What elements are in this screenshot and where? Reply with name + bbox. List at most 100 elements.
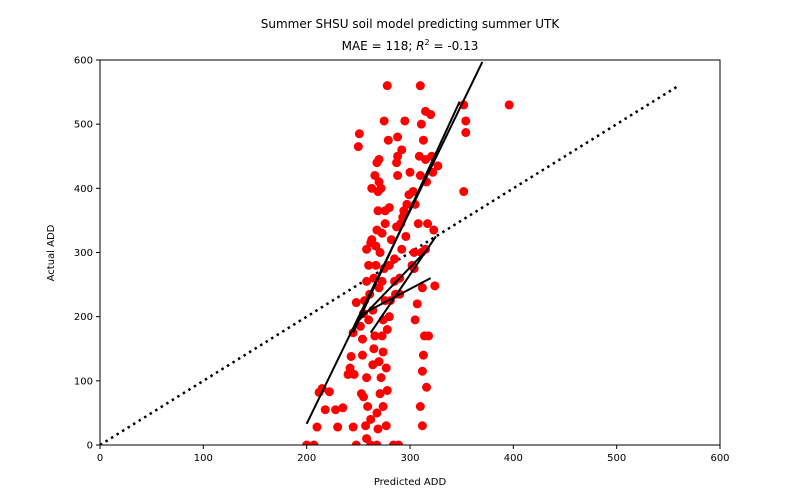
data-point [461,116,471,126]
x-tick-label: 0 [97,453,103,464]
data-point [371,260,381,270]
data-point [405,167,415,177]
data-point [378,347,388,357]
data-point [393,151,403,161]
data-point [353,142,363,152]
data-point [423,219,433,229]
subtitle-prefix: MAE = 118; [342,39,417,53]
data-point [354,129,364,139]
data-point [359,392,368,402]
data-point [345,363,355,373]
data-point [381,421,391,431]
data-point [364,315,374,325]
data-point [376,183,386,193]
data-point [369,344,379,354]
data-point [333,422,343,432]
data-point [320,405,330,415]
x-tick-label: 400 [504,453,523,464]
data-point [362,276,372,286]
data-point [382,81,392,91]
data-point [390,254,399,264]
data-point [384,312,394,322]
data-point [413,219,423,229]
data-point [351,440,361,445]
data-point [349,369,359,379]
data-point [372,408,382,418]
data-point [374,154,384,164]
data-point [461,128,471,138]
data-point [377,228,387,238]
fit-line [352,101,461,334]
y-tick-label: 600 [74,56,93,67]
data-point [371,241,381,251]
x-tick-label: 500 [607,453,626,464]
data-point [412,299,422,309]
x-tick-label: 100 [194,453,213,464]
data-point [370,331,380,341]
data-point [384,260,394,270]
x-tick-label: 200 [297,453,316,464]
data-point [386,235,396,245]
data-point [379,116,389,126]
x-axis-label: Predicted ADD [374,477,447,488]
data-point [424,331,434,341]
data-point [409,248,419,257]
data-point [378,402,388,411]
y-axis-label: Actual ADD [46,224,57,281]
y-tick-label: 100 [74,376,93,387]
fit-line [363,277,432,315]
subtitle-r: R [416,39,424,53]
subtitle-suffix: = -0.13 [430,39,479,53]
data-point [417,421,427,431]
data-point [362,244,372,254]
data-point [370,171,380,180]
data-point [393,132,403,142]
data-point [381,363,391,373]
data-point [361,421,371,431]
data-point [366,414,376,424]
plot-area: 0 100 200 300 400 500 600 0 100 200 300 400 500 600 [74,56,730,465]
data-point [309,440,319,445]
subtitle-sup: 2 [425,38,430,47]
y-tick-label: 400 [74,184,93,195]
data-point [312,422,322,432]
data-point [372,440,382,445]
x-tick-label: 300 [400,453,419,464]
data-point [383,135,393,145]
data-point [418,350,428,360]
y-tick-label: 500 [74,120,93,131]
data-point [362,373,372,383]
data-point [362,434,372,444]
data-point [374,357,384,367]
data-point [382,385,392,395]
data-point [394,440,404,445]
data-point [338,403,348,413]
chart-title: Summer SHSU soil model predicting summer… [261,17,561,31]
data-point [459,187,469,197]
data-point [364,260,374,270]
data-point [351,298,361,308]
data-point [433,161,443,171]
data-point [429,225,439,235]
data-point [422,382,432,392]
data-point [357,350,367,360]
data-point [415,81,425,91]
data-point [417,283,427,293]
data-point [415,171,425,180]
data-point [417,366,427,376]
data-point [380,219,390,229]
data-point [401,231,411,241]
data-point [397,145,407,155]
data-point [373,424,383,434]
data-point [393,171,403,180]
data-point [324,387,334,397]
x-tick-label: 600 [710,453,729,464]
data-point [375,389,385,399]
data-point [331,405,341,415]
data-point [402,199,412,209]
data-point [384,203,394,213]
data-point [348,422,358,432]
chart-subtitle: MAE = 118; R2 = -0.13 [342,38,479,53]
data-point [357,334,367,344]
